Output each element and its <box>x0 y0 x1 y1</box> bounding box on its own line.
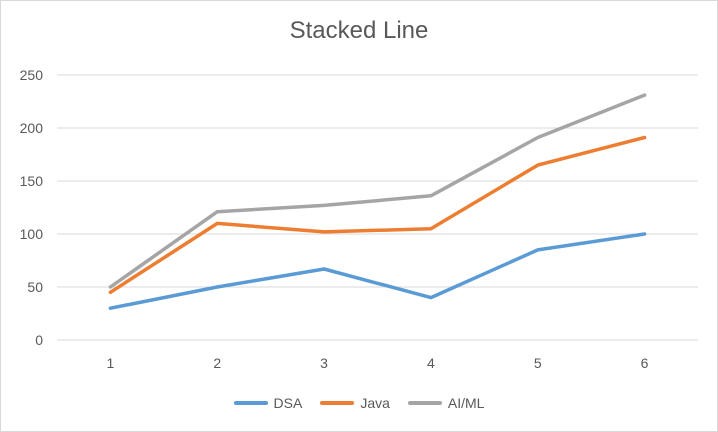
x-tick-label: 2 <box>213 355 221 371</box>
legend-label: Java <box>360 395 390 411</box>
legend-swatch <box>233 401 268 405</box>
y-tick-label: 150 <box>20 173 44 189</box>
chart-legend: DSA Java AI/ML <box>1 395 717 411</box>
y-tick-label: 0 <box>35 332 43 348</box>
x-tick-label: 4 <box>427 355 435 371</box>
legend-swatch <box>407 401 442 405</box>
series-line-dsa <box>108 232 647 310</box>
y-tick-label: 200 <box>20 120 44 136</box>
y-tick-label: 250 <box>20 67 44 83</box>
x-tick-label: 3 <box>320 355 328 371</box>
series-line-java <box>108 135 647 295</box>
x-tick-label: 1 <box>107 355 115 371</box>
legend-swatch <box>320 401 355 405</box>
legend-item: AI/ML <box>407 395 485 411</box>
series-line-ai-ml <box>108 93 647 289</box>
legend-item: DSA <box>233 395 303 411</box>
y-tick-label: 50 <box>27 279 43 295</box>
x-tick-label: 6 <box>641 355 649 371</box>
legend-label: AI/ML <box>447 395 485 411</box>
x-tick-label: 5 <box>534 355 542 371</box>
legend-item: Java <box>320 395 390 411</box>
legend-label: DSA <box>273 395 303 411</box>
y-tick-label: 100 <box>20 226 44 242</box>
chart-title: Stacked Line <box>289 17 429 44</box>
